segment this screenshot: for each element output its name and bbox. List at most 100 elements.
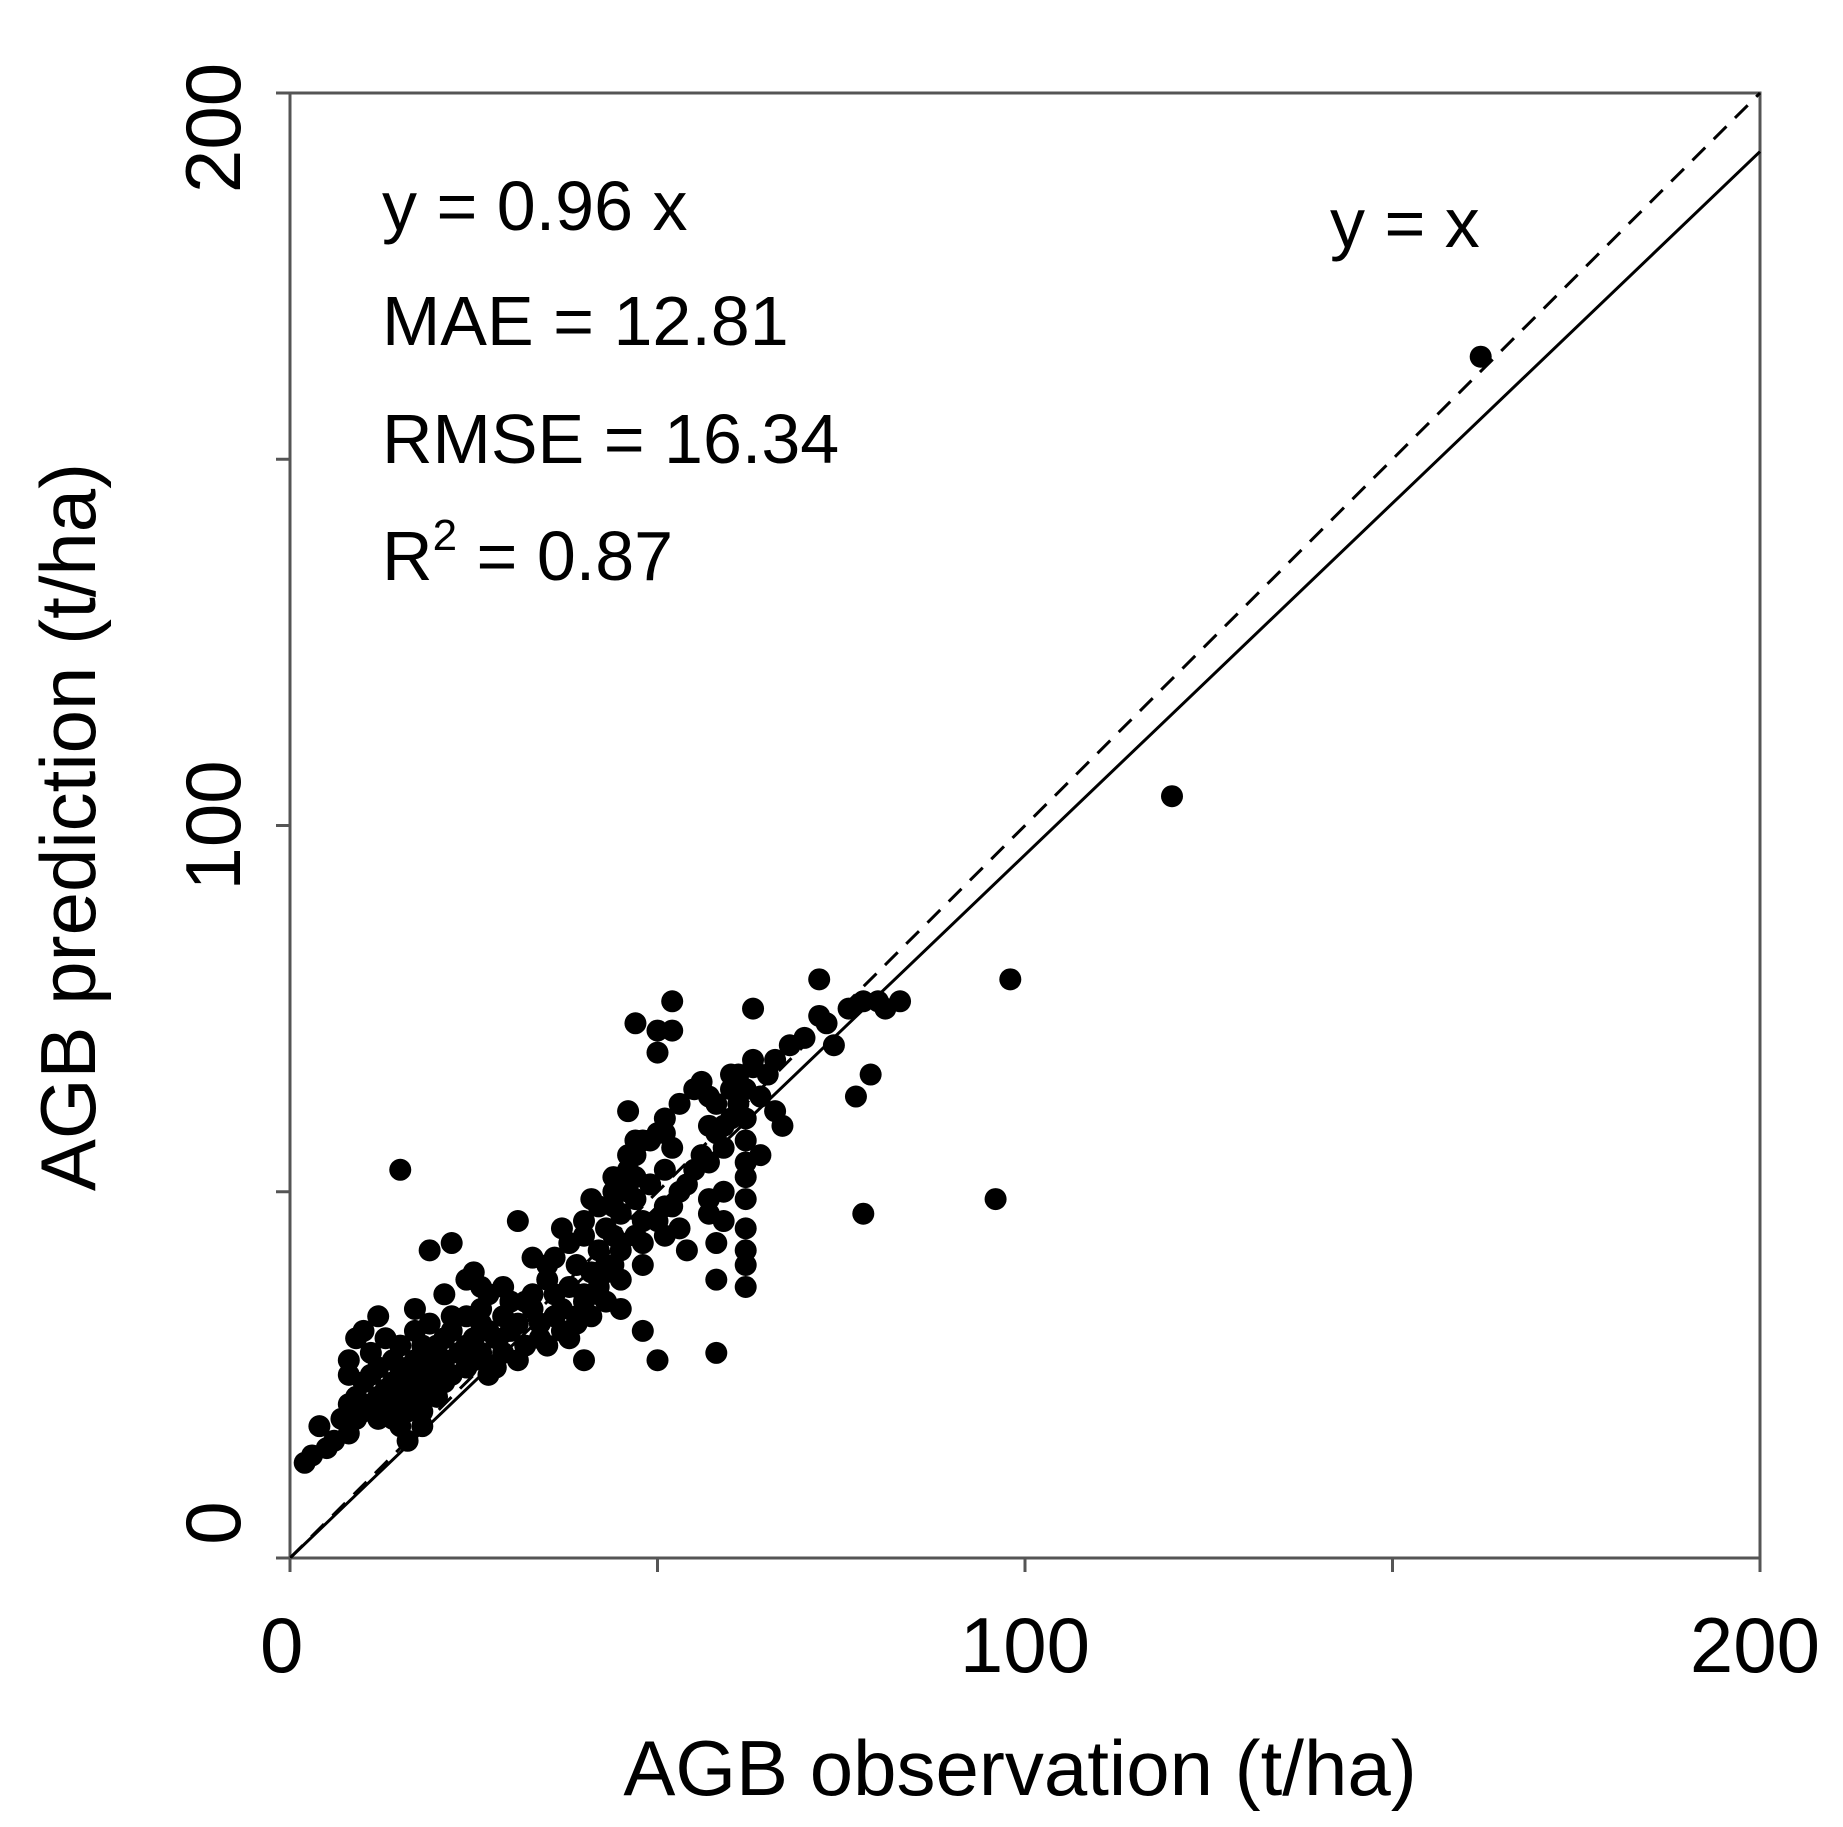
scatter-point <box>734 1254 757 1276</box>
scatter-point <box>389 1158 412 1181</box>
scatter-point <box>521 1283 544 1306</box>
scatter-point <box>617 1100 640 1123</box>
scatter-point <box>661 1195 684 1218</box>
scatter-point <box>705 1268 728 1291</box>
scatter-point <box>374 1327 397 1350</box>
rmse-annotation: RMSE = 16.34 <box>382 400 839 478</box>
scatter-point <box>499 1290 522 1313</box>
scatter-point <box>808 968 831 991</box>
scatter-point <box>573 1290 595 1313</box>
scatter-point <box>793 1026 816 1049</box>
scatter-point <box>352 1319 375 1342</box>
scatter-point <box>697 1202 720 1225</box>
scatter-point <box>403 1297 426 1320</box>
scatter-point <box>631 1319 654 1342</box>
scatter-point <box>764 1100 787 1123</box>
scatter-point <box>440 1305 463 1328</box>
scatter-point <box>624 1012 647 1035</box>
scatter-point <box>668 1092 691 1115</box>
scatter-point <box>690 1144 713 1167</box>
scatter-point <box>720 1107 742 1130</box>
y-axis-title: AGB prediction (t/ha) <box>24 463 112 1191</box>
scatter-point <box>543 1246 566 1269</box>
r2-superscript: 2 <box>433 511 457 560</box>
scatter-point <box>646 1349 669 1372</box>
scatter-point <box>587 1195 610 1218</box>
scatter-point <box>477 1363 500 1386</box>
scatter-point <box>822 1034 845 1057</box>
scatter-point <box>521 1246 544 1269</box>
scatter-point <box>565 1254 588 1276</box>
equation-annotation: y = 0.96 x <box>382 167 687 245</box>
scatter-point <box>411 1415 434 1438</box>
scatter-point <box>653 1158 676 1181</box>
scatter-point <box>595 1217 618 1240</box>
scatter-point <box>359 1341 382 1364</box>
scatter-point <box>573 1349 595 1372</box>
scatter-point <box>852 1202 875 1225</box>
y-tick-label: 0 <box>169 1501 257 1544</box>
scatter-point <box>734 1275 757 1298</box>
scatter-point <box>440 1232 463 1255</box>
scatter-point <box>999 968 1022 991</box>
scatter-point <box>852 990 875 1013</box>
scatter-point <box>528 1327 551 1350</box>
scatter-point <box>675 1239 698 1262</box>
scatter-point <box>609 1297 632 1320</box>
scatter-point <box>734 1188 757 1211</box>
scatter-point <box>646 1041 669 1064</box>
scatter-point <box>742 997 765 1020</box>
scatter-point <box>624 1224 647 1247</box>
y-tick-label: 100 <box>169 760 257 890</box>
scatter-point <box>433 1363 456 1386</box>
x-tick-label: 200 <box>1690 1601 1820 1689</box>
scatter-point <box>308 1415 331 1438</box>
scatter-point <box>844 1085 867 1108</box>
scatter-point <box>367 1305 390 1328</box>
identity-line-label: y = x <box>1330 184 1480 262</box>
scatter-point <box>631 1254 654 1276</box>
scatter-point <box>661 990 684 1013</box>
scatter-point <box>815 1012 838 1035</box>
scatter-point <box>587 1275 610 1298</box>
scatter-point <box>1161 785 1183 808</box>
scatter-point <box>984 1188 1007 1211</box>
scatter-point <box>433 1283 456 1306</box>
scatter-point <box>764 1048 787 1071</box>
scatter-point <box>690 1070 713 1093</box>
x-axis-title: AGB observation (t/ha) <box>623 1724 1416 1812</box>
scatter-point <box>859 1063 882 1086</box>
scatter-point <box>330 1407 353 1430</box>
scatter-point <box>609 1239 632 1262</box>
scatter-point <box>550 1319 573 1342</box>
scatter-point <box>705 1341 728 1364</box>
y-tick-label: 200 <box>169 63 257 193</box>
scatter-point <box>734 1129 757 1152</box>
scatter-point <box>573 1210 595 1233</box>
scatter-point <box>874 997 897 1020</box>
r2-annotation: R2 = 0.87 <box>382 511 673 595</box>
scatter-point <box>337 1363 360 1386</box>
scatter-point <box>646 1019 669 1042</box>
x-tick-label: 100 <box>960 1601 1090 1689</box>
x-tick-label: 0 <box>260 1601 303 1689</box>
scatter-point <box>595 1254 618 1276</box>
r2-prefix: R <box>382 517 433 595</box>
scatter-point <box>418 1239 441 1262</box>
scatter-point <box>293 1451 316 1474</box>
scatter-point <box>403 1319 426 1342</box>
mae-annotation: MAE = 12.81 <box>382 282 789 360</box>
scatter-point <box>462 1261 485 1284</box>
scatter-point <box>705 1092 728 1115</box>
scatter-point <box>396 1429 419 1452</box>
scatter-point <box>646 1210 669 1233</box>
r2-suffix: = 0.87 <box>457 517 673 595</box>
scatter-point <box>558 1232 581 1255</box>
scatter-point <box>653 1107 676 1130</box>
scatter-point <box>506 1210 529 1233</box>
scatter-point <box>734 1217 757 1240</box>
scatter-point <box>705 1232 728 1255</box>
scatter-point <box>661 1136 684 1159</box>
scatter-point <box>734 1166 757 1189</box>
